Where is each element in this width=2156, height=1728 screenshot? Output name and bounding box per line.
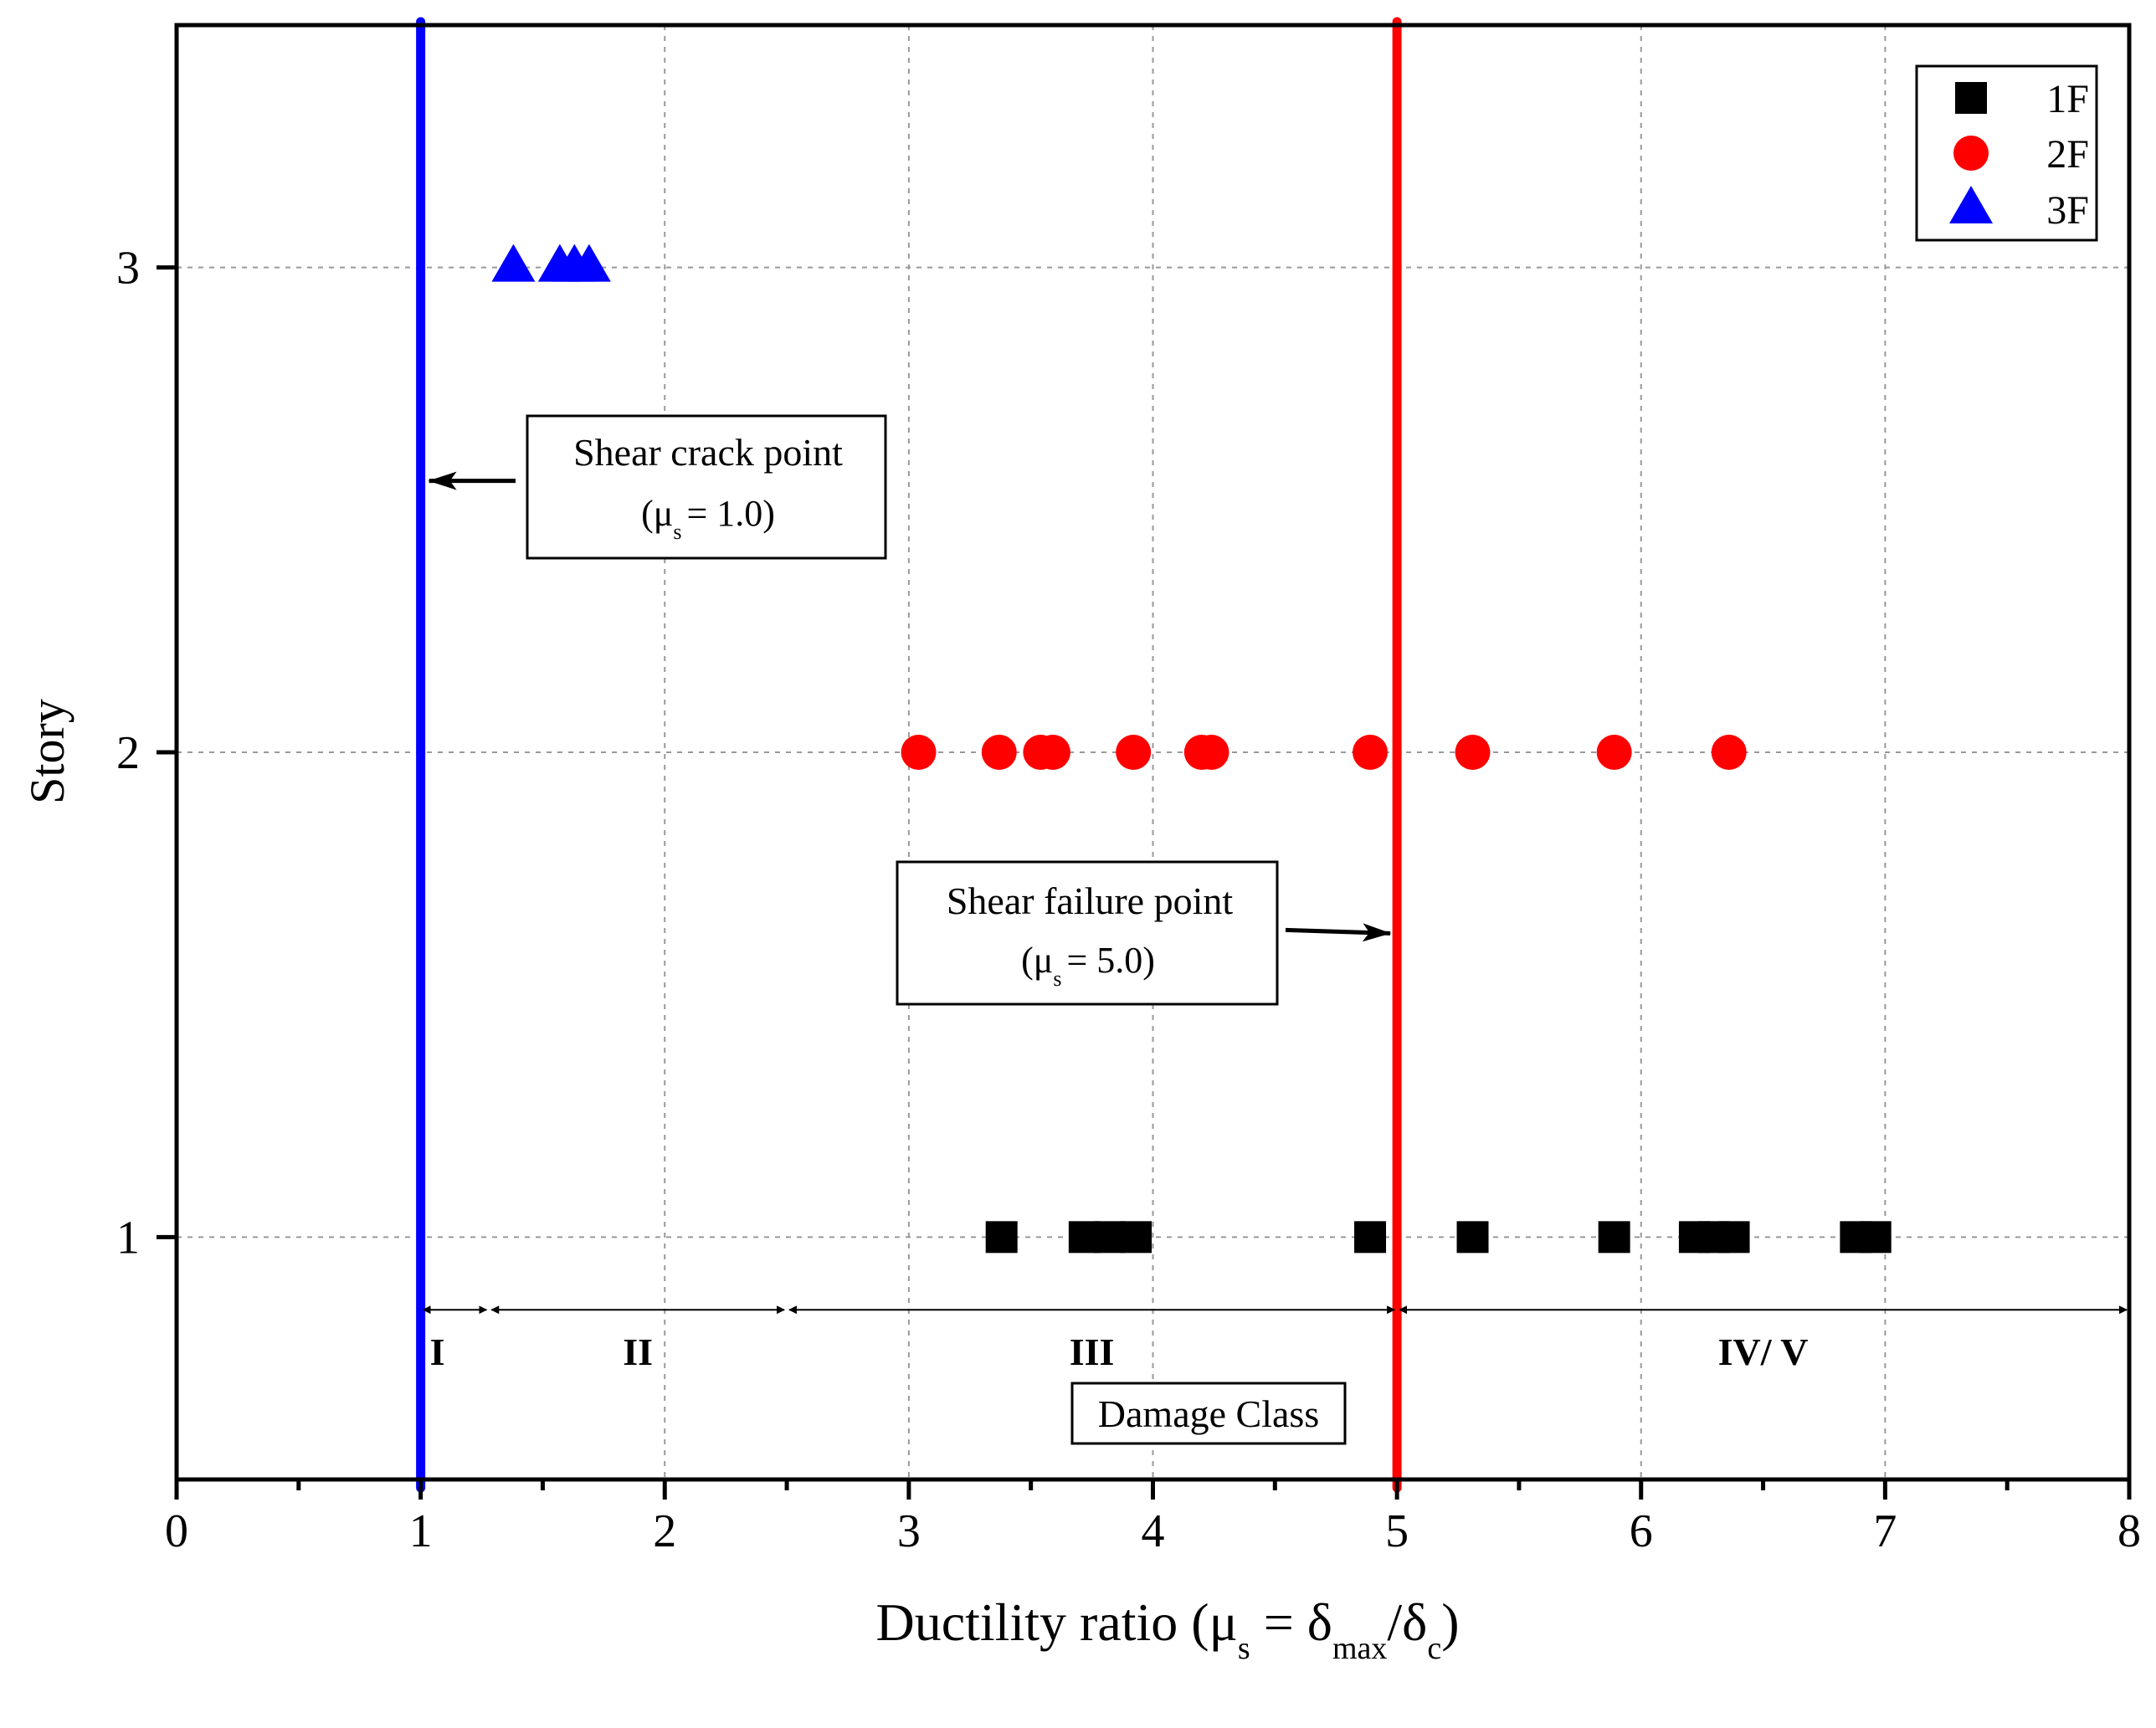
point-2F bbox=[1034, 735, 1070, 770]
damage-class-title: Damage Class bbox=[1098, 1392, 1319, 1435]
damage-class-arrows: I II III IV/ V bbox=[422, 1305, 2128, 1373]
point-1F bbox=[1354, 1221, 1387, 1254]
shear-crack-annotation: Shear crack point (μs = 1.0) bbox=[428, 414, 887, 560]
legend-label-1F: 1F bbox=[2046, 77, 2089, 121]
point-3F bbox=[491, 244, 536, 282]
point-1F bbox=[1598, 1221, 1630, 1254]
legend-label-2F: 2F bbox=[2046, 132, 2089, 177]
point-1F bbox=[1717, 1221, 1750, 1254]
shear-crack-value: (μs = 1.0) bbox=[641, 493, 775, 544]
damage-range-label: IV/ V bbox=[1718, 1331, 1809, 1373]
grid-lines bbox=[177, 25, 2129, 1479]
point-2F bbox=[1353, 735, 1389, 770]
point-1F bbox=[1456, 1221, 1489, 1254]
reference-lines bbox=[416, 17, 1402, 1493]
shear-failure-arrow bbox=[1285, 923, 1392, 942]
y-tick-label: 2 bbox=[116, 727, 140, 779]
shear-failure-box bbox=[896, 860, 1279, 1006]
point-3F bbox=[567, 244, 611, 282]
x-tick-label: 4 bbox=[1142, 1505, 1165, 1557]
x-tick-label: 7 bbox=[1873, 1505, 1897, 1557]
point-2F bbox=[1596, 735, 1632, 770]
point-2F bbox=[1711, 735, 1747, 770]
point-1F bbox=[1859, 1221, 1892, 1254]
point-2F bbox=[901, 735, 937, 770]
y-axis-label: Story bbox=[20, 699, 74, 804]
x-tick-label: 8 bbox=[2118, 1505, 2141, 1557]
y-tick-label: 3 bbox=[116, 243, 140, 295]
shear-crack-box bbox=[526, 414, 887, 560]
legend-label-3F: 3F bbox=[2046, 188, 2089, 233]
x-tick-label: 3 bbox=[897, 1505, 921, 1557]
shear-crack-title: Shear crack point bbox=[573, 431, 843, 474]
legend-marker-1F bbox=[1955, 82, 1987, 114]
point-2F bbox=[1194, 735, 1229, 770]
damage-class-box: Damage Class bbox=[1070, 1382, 1347, 1445]
damage-range-label: III bbox=[1070, 1331, 1115, 1373]
damage-class-frame bbox=[1070, 1382, 1347, 1445]
legend: 1F 2F 3F bbox=[1915, 64, 2098, 242]
point-1F bbox=[1093, 1221, 1126, 1254]
shear-failure-annotation: Shear failure point (μs = 5.0) bbox=[896, 860, 1392, 1006]
point-2F bbox=[1116, 735, 1152, 770]
shear-failure-title: Shear failure point bbox=[947, 879, 1234, 922]
data-points bbox=[491, 244, 1892, 1254]
x-tick-label: 0 bbox=[165, 1505, 188, 1557]
point-1F bbox=[985, 1221, 1018, 1254]
x-axis-label: Ductility ratio (μs = δmax/δc) bbox=[875, 1592, 1459, 1666]
x-tick-label: 6 bbox=[1630, 1505, 1653, 1557]
x-tick-label: 5 bbox=[1385, 1505, 1409, 1557]
x-tick-label: 1 bbox=[409, 1505, 433, 1557]
damage-range-label: I bbox=[430, 1331, 445, 1373]
damage-range-label: II bbox=[623, 1331, 653, 1373]
x-axis-ticks: 0 1 2 3 4 5 6 7 8 bbox=[165, 1479, 2141, 1557]
point-1F bbox=[1120, 1221, 1152, 1254]
point-2F bbox=[981, 735, 1017, 770]
point-2F bbox=[1455, 735, 1491, 770]
legend-marker-2F bbox=[1953, 136, 1989, 171]
shear-failure-value: (μs = 5.0) bbox=[1021, 940, 1155, 991]
y-axis-ticks: 1 2 3 bbox=[116, 243, 177, 1264]
legend-marker-3F bbox=[1949, 186, 1993, 223]
legend-frame bbox=[1915, 64, 2098, 242]
x-tick-label: 2 bbox=[653, 1505, 676, 1557]
y-tick-label: 1 bbox=[116, 1212, 140, 1264]
